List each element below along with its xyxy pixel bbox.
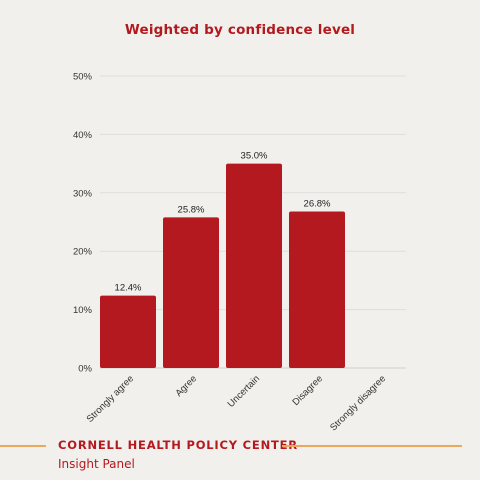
data-label: 25.8%	[178, 204, 205, 215]
data-label: 12.4%	[115, 283, 142, 294]
y-tick-label: 10%	[73, 305, 93, 316]
category-label: Strongly agree	[85, 373, 136, 424]
bar	[163, 217, 219, 368]
footer-rule-right	[282, 445, 462, 447]
category-label: Disagree	[290, 373, 325, 408]
category-label: Strongly disagree	[328, 373, 388, 433]
bar	[226, 163, 282, 368]
y-tick-label: 30%	[73, 188, 93, 199]
footer-org-name: CORNELL HEALTH POLICY CENTER	[58, 438, 298, 452]
category-label: Uncertain	[226, 373, 263, 410]
data-label: 26.8%	[304, 198, 331, 209]
bar	[100, 295, 156, 368]
footer-rule-left	[0, 445, 46, 447]
chart-title: Weighted by confidence level	[124, 22, 356, 38]
category-label: Agree	[173, 373, 199, 399]
y-tick-label: 50%	[73, 72, 93, 83]
y-tick-label: 0%	[78, 364, 92, 375]
y-tick-label: 40%	[73, 130, 93, 141]
footer-subtitle: Insight Panel	[58, 457, 135, 471]
y-tick-label: 20%	[73, 247, 93, 258]
bar	[289, 211, 345, 368]
data-label: 35.0%	[241, 151, 268, 162]
